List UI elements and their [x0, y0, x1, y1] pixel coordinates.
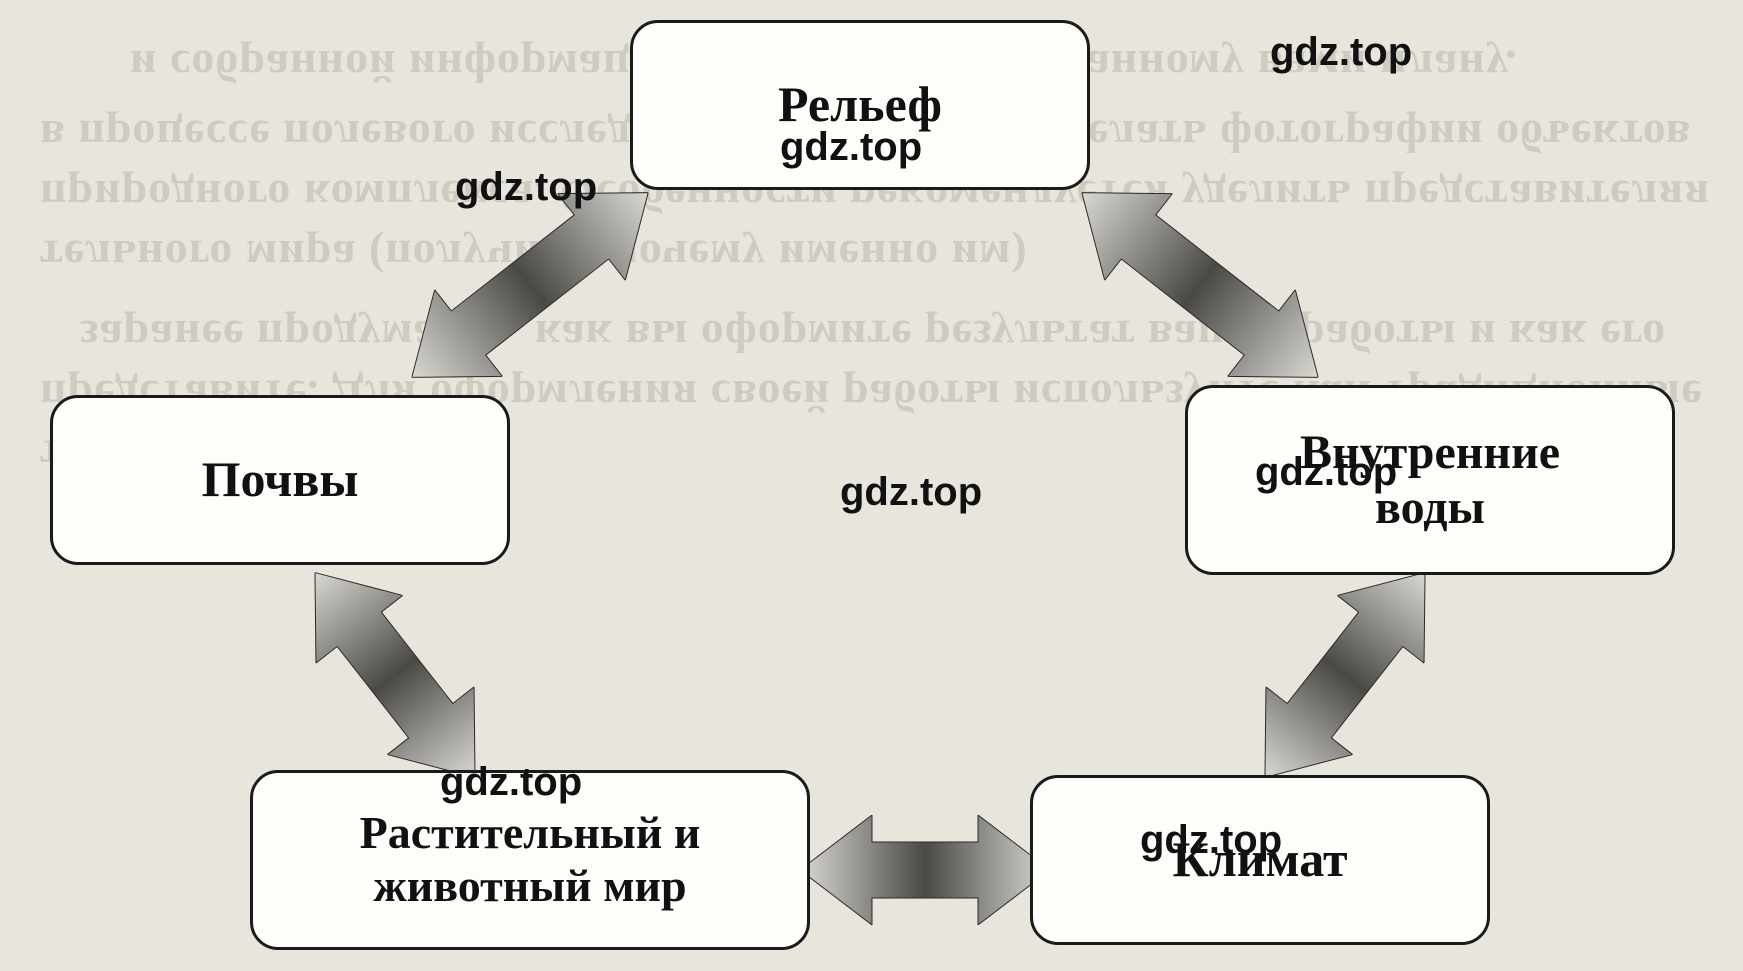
node-label: Почвы [202, 451, 359, 509]
node-label: Растительный и [360, 807, 701, 860]
watermark: gdz.top [1255, 450, 1397, 495]
watermark: gdz.top [440, 760, 582, 805]
node-left: Почвы [50, 395, 510, 565]
watermark: gdz.top [780, 125, 922, 170]
watermark: gdz.top [840, 470, 982, 515]
ghost-text-line: заранее продумайте, как вы оформите резу… [80, 310, 1666, 363]
watermark: gdz.top [455, 165, 597, 210]
arrow-bleft-bright [800, 815, 1050, 925]
watermark: gdz.top [1140, 818, 1282, 863]
watermark: gdz.top [1270, 30, 1412, 75]
node-label: животный мир [373, 860, 686, 913]
